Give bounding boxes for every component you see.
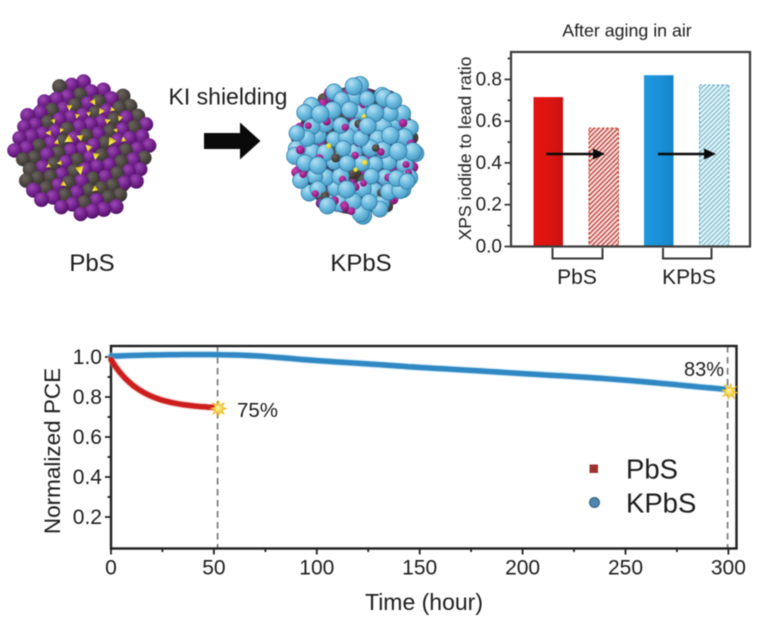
svg-text:250: 250 — [608, 557, 643, 580]
svg-text:Time (hour): Time (hour) — [365, 589, 483, 615]
svg-text:Normalized PCE: Normalized PCE — [40, 368, 65, 534]
svg-text:1.0: 1.0 — [73, 346, 102, 369]
svg-text:0.8: 0.8 — [73, 386, 102, 409]
svg-text:0.2: 0.2 — [73, 506, 102, 529]
svg-text:0.4: 0.4 — [476, 153, 503, 174]
svg-text:83%: 83% — [684, 359, 724, 381]
svg-text:0.8: 0.8 — [476, 69, 502, 90]
svg-text:KPbS: KPbS — [626, 488, 696, 519]
svg-text:PbS: PbS — [626, 454, 678, 485]
svg-text:PbS: PbS — [557, 266, 597, 289]
svg-text:KPbS: KPbS — [662, 266, 716, 289]
svg-text:0.6: 0.6 — [73, 426, 102, 449]
svg-text:KPbS: KPbS — [330, 250, 391, 277]
svg-text:After aging in air: After aging in air — [562, 21, 692, 41]
svg-text:75%: 75% — [237, 399, 278, 422]
svg-text:100: 100 — [299, 557, 334, 580]
svg-text:300: 300 — [711, 557, 746, 580]
svg-text:0.4: 0.4 — [73, 466, 103, 489]
svg-text:XPS iodide to lead ratio: XPS iodide to lead ratio — [455, 56, 475, 240]
svg-text:150: 150 — [402, 557, 437, 580]
svg-text:200: 200 — [505, 557, 540, 580]
svg-text:50: 50 — [202, 557, 225, 580]
svg-text:0.6: 0.6 — [476, 111, 502, 132]
svg-text:PbS: PbS — [69, 250, 114, 277]
svg-text:0.2: 0.2 — [476, 195, 502, 216]
svg-text:0: 0 — [105, 557, 117, 580]
svg-text:0.0: 0.0 — [476, 237, 502, 258]
svg-text:KI shielding: KI shielding — [169, 84, 288, 110]
